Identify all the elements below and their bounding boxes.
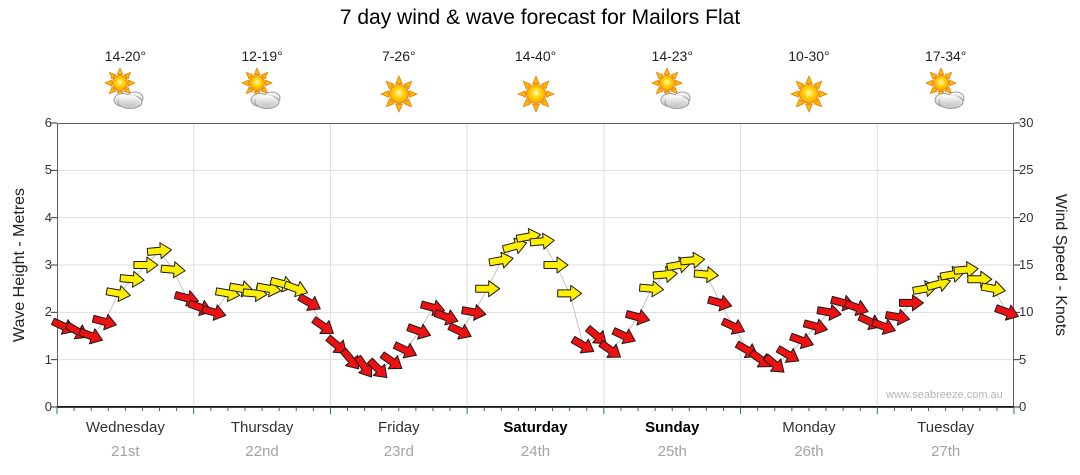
wind-arrow	[748, 349, 772, 368]
weather-icon-sunny	[467, 68, 604, 116]
wind-arrow	[146, 242, 172, 260]
wind-arrow	[78, 328, 103, 345]
wind-arrow	[475, 280, 501, 298]
day-labels-row: Wednesday Thursday Friday Saturday Sunday Mon…	[57, 419, 1014, 436]
wind-arrow	[980, 280, 1006, 298]
right-tick-label: 25	[1019, 162, 1034, 178]
left-axis-tick-labels: 0 1 2 3 4 5 6	[20, 115, 52, 414]
wind-arrow	[775, 345, 800, 363]
temperature-label: 7-26°	[381, 48, 416, 64]
left-tick-label: 2	[44, 304, 52, 320]
weather-icons-row	[57, 66, 1014, 118]
date-label: 27th	[931, 443, 961, 460]
wind-arrow	[340, 347, 360, 370]
left-tick-label: 1	[44, 351, 52, 367]
wind-arrow	[585, 325, 607, 345]
wind-arrow	[994, 304, 1019, 321]
wind-arrow	[789, 332, 814, 350]
right-tick-label: 10	[1019, 304, 1034, 320]
day-label: Thursday	[230, 419, 294, 436]
wind-arrow	[762, 353, 785, 373]
date-label: 22nd	[245, 443, 279, 460]
wind-arrow	[379, 351, 403, 370]
wind-arrow	[693, 266, 719, 284]
wind-arrow	[557, 284, 583, 302]
wind-arrow	[160, 261, 186, 279]
day-label: Wednesday	[85, 419, 165, 436]
date-label: 23rd	[383, 443, 414, 460]
temperature-label: 14-40°	[514, 48, 557, 64]
wind-arrow	[488, 251, 514, 269]
wind-arrow	[720, 317, 746, 335]
wind-arrow	[392, 341, 417, 359]
left-tick-label: 3	[44, 257, 52, 272]
day-label: Sunday	[645, 419, 700, 436]
right-tick-label: 0	[1019, 399, 1027, 414]
wind-arrow	[953, 261, 979, 279]
weather-icon-sunny	[330, 68, 467, 116]
wind-arrow	[625, 309, 651, 326]
wind-arrow	[884, 308, 911, 326]
wind-arrow	[899, 294, 924, 312]
wind-arrow	[611, 327, 636, 345]
weather-icon-partly-cloudy	[57, 68, 194, 116]
weather-icon-partly-cloudy	[877, 68, 1014, 116]
wind-arrow	[570, 335, 595, 354]
temperature-label: 17-34°	[924, 48, 967, 64]
plot-area	[50, 122, 1020, 414]
weather-icon-partly-cloudy	[604, 68, 741, 116]
temperature-label: 12-19°	[241, 48, 283, 64]
left-tick-label: 0	[44, 399, 52, 414]
wind-arrow	[119, 270, 145, 288]
date-label: 24th	[520, 443, 551, 460]
left-tick-label: 6	[44, 115, 52, 130]
date-label: 26th	[794, 443, 824, 460]
wind-arrow	[638, 280, 665, 298]
day-label: Tuesday	[917, 419, 975, 436]
wind-arrow	[816, 304, 842, 321]
watermark: www.seabreeze.com.au	[886, 389, 1003, 401]
wind-arrow	[406, 323, 432, 340]
temperature-row: 14-20° 12-19° 7-26° 14-40° 14-23° 10-30° 17-34…	[57, 48, 1014, 64]
right-tick-label: 5	[1019, 351, 1027, 367]
date-label: 25th	[657, 443, 687, 460]
wind-arrow	[133, 256, 159, 274]
wind-arrow	[447, 322, 472, 340]
wind-arrow	[529, 232, 555, 250]
wind-arrow	[871, 318, 896, 335]
wind-arrow	[967, 270, 993, 288]
wind-arrow	[802, 318, 828, 335]
day-label: Friday	[377, 419, 420, 436]
temperature-label: 14-23°	[651, 48, 693, 64]
wind-arrow	[679, 251, 706, 269]
wind-arrow	[461, 304, 487, 321]
wind-arrow	[598, 339, 622, 358]
wind-arrow	[325, 334, 347, 354]
wind-arrow	[105, 285, 131, 302]
right-tick-label: 15	[1019, 257, 1034, 272]
day-label: Saturday	[503, 419, 568, 436]
chart-title: 7 day wind & wave forecast for Mailors F…	[339, 6, 741, 29]
weather-icon-partly-cloudy	[194, 68, 331, 116]
right-tick-label: 20	[1019, 209, 1034, 225]
weather-icon-sunny	[741, 68, 878, 116]
wind-arrow	[354, 354, 373, 378]
wind-arrow	[297, 293, 321, 311]
temperature-label: 10-30°	[788, 48, 830, 64]
right-axis-tick-labels: 0 5 10 15 20 25 30	[1019, 115, 1055, 414]
left-tick-label: 4	[44, 209, 52, 225]
wind-arrow	[707, 294, 733, 312]
wind-arrow	[311, 316, 334, 335]
day-label: Monday	[782, 419, 836, 436]
date-labels-row: 21st 22nd 23rd 24th 25th 26th 27th	[57, 443, 1014, 460]
temperature-label: 14-20°	[104, 48, 147, 64]
date-label: 21st	[111, 443, 140, 460]
right-tick-label: 30	[1019, 115, 1034, 130]
wind-arrow	[366, 357, 388, 379]
wind-arrow	[91, 313, 117, 331]
wind-arrow	[543, 256, 569, 274]
wind-arrow	[201, 304, 227, 321]
left-tick-label: 5	[44, 162, 52, 178]
